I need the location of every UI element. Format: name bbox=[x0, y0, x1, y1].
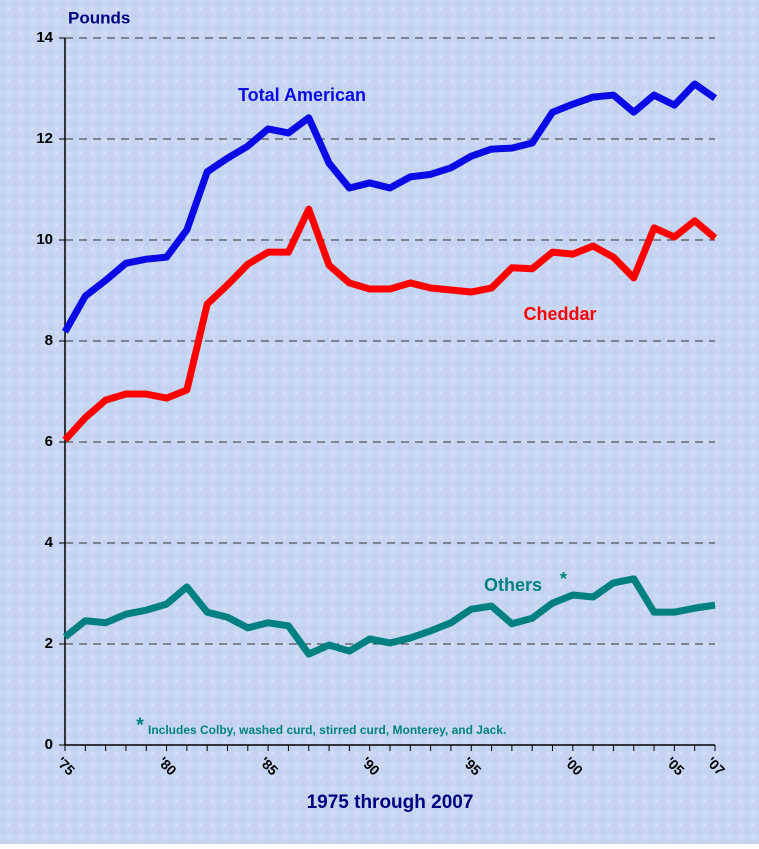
y-tick-label: 14 bbox=[36, 29, 53, 46]
series-label: Others bbox=[484, 575, 542, 595]
footnote: Includes Colby, washed curd, stirred cur… bbox=[148, 723, 506, 737]
series-label: Cheddar bbox=[523, 304, 596, 324]
y-tick-label: 8 bbox=[45, 332, 53, 349]
y-tick-label: 2 bbox=[45, 635, 53, 652]
series-label: Total American bbox=[238, 85, 366, 105]
x-axis-label: 1975 through 2007 bbox=[307, 792, 474, 813]
y-tick-label: 6 bbox=[45, 433, 53, 450]
y-tick-label: 12 bbox=[36, 130, 53, 147]
series-line bbox=[62, 205, 718, 443]
label-marker: * bbox=[560, 569, 567, 589]
y-tick-label: 10 bbox=[36, 231, 53, 248]
footnote-marker: * bbox=[136, 714, 144, 736]
y-tick-label: 0 bbox=[45, 736, 53, 753]
series-line bbox=[62, 575, 716, 658]
y-tick-label: 4 bbox=[45, 534, 54, 551]
series-line bbox=[61, 80, 717, 334]
y-axis-label: Pounds bbox=[68, 8, 130, 27]
